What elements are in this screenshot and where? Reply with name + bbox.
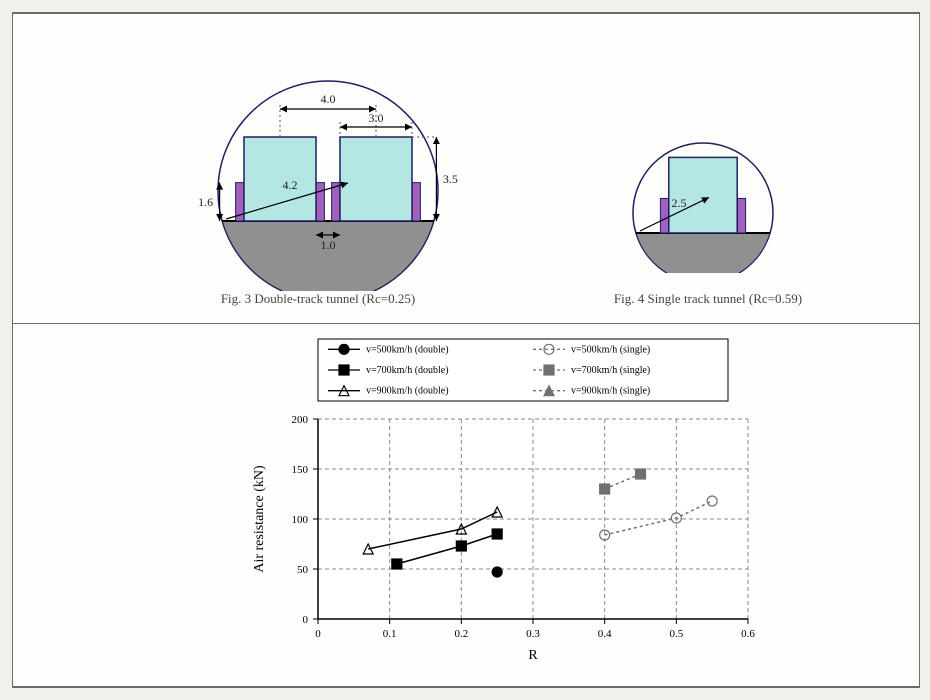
svg-text:2.5: 2.5 xyxy=(672,196,687,210)
svg-text:1.0: 1.0 xyxy=(321,238,336,252)
svg-text:0.1: 0.1 xyxy=(383,628,397,640)
svg-text:200: 200 xyxy=(292,414,309,426)
svg-text:v=700km/h (double): v=700km/h (double) xyxy=(366,365,449,376)
svg-text:0: 0 xyxy=(315,628,321,640)
svg-text:0.3: 0.3 xyxy=(526,628,540,640)
resistance-chart: 0 0.1 0.2 0.3 0.4 0.5 0.6 0 50 100 150 200 R Air resi… xyxy=(213,333,833,683)
figure-panel: 4.0 3.0 3.5 1.6 1.0 4.2 Fig. 3 Double-track t… xyxy=(12,12,920,688)
svg-text:v=900km/h (single): v=900km/h (single) xyxy=(571,386,650,397)
svg-text:0: 0 xyxy=(303,614,309,626)
svg-text:0.5: 0.5 xyxy=(669,628,683,640)
svg-text:v=500km/h (double): v=500km/h (double) xyxy=(366,344,449,355)
svg-text:4.0: 4.0 xyxy=(321,92,336,106)
svg-text:v=500km/h (single): v=500km/h (single) xyxy=(571,344,650,355)
double-track-caption: Fig. 3 Double-track tunnel (Rc=0.25) xyxy=(168,291,468,307)
double-track-diagram: 4.0 3.0 3.5 1.6 1.0 4.2 xyxy=(118,31,538,291)
svg-text:4.2: 4.2 xyxy=(283,178,298,192)
svg-text:3.5: 3.5 xyxy=(443,172,458,186)
svg-text:50: 50 xyxy=(297,564,309,576)
svg-text:1.6: 1.6 xyxy=(198,195,213,209)
svg-text:0.6: 0.6 xyxy=(741,628,755,640)
single-track-caption: Fig. 4 Single track tunnel (Rc=0.59) xyxy=(558,291,858,307)
svg-text:0.4: 0.4 xyxy=(598,628,612,640)
svg-text:v=900km/h (double): v=900km/h (double) xyxy=(366,386,449,397)
svg-text:0.2: 0.2 xyxy=(454,628,468,640)
svg-text:R: R xyxy=(528,648,538,663)
svg-text:100: 100 xyxy=(292,514,309,526)
svg-text:150: 150 xyxy=(292,464,309,476)
svg-text:Air resistance (kN): Air resistance (kN) xyxy=(252,465,267,573)
svg-text:3.0: 3.0 xyxy=(369,111,384,125)
single-track-diagram: 2.5 xyxy=(573,73,833,273)
svg-text:v=700km/h (single): v=700km/h (single) xyxy=(571,365,650,376)
